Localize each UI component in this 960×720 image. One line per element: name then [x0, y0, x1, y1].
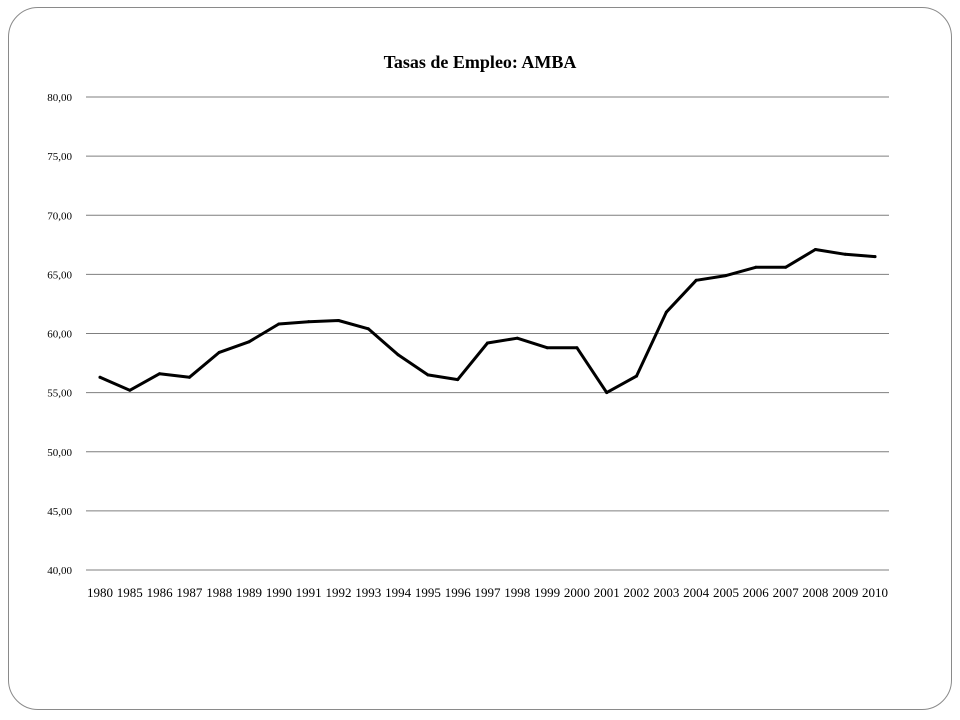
y-tick-label: 40,00: [47, 565, 72, 577]
data-point: [694, 278, 698, 282]
x-tick-label: 1996: [445, 585, 472, 600]
data-point: [515, 336, 519, 340]
y-tick-label: 50,00: [47, 447, 72, 459]
data-point: [813, 248, 817, 252]
x-tick-label: 1995: [415, 585, 441, 600]
data-point: [128, 388, 132, 392]
y-tick-label: 65,00: [47, 269, 72, 281]
y-tick-label: 70,00: [47, 210, 72, 222]
data-point: [843, 252, 847, 256]
data-point: [456, 378, 460, 382]
x-tick-label: 1985: [117, 585, 143, 600]
x-tick-label: 1988: [206, 585, 232, 600]
data-point: [575, 346, 579, 350]
data-point: [396, 353, 400, 357]
x-tick-label: 1991: [296, 585, 322, 600]
y-tick-label: 60,00: [47, 329, 72, 341]
y-tick-label: 55,00: [47, 388, 72, 400]
data-point: [635, 374, 639, 378]
data-point: [98, 375, 102, 379]
x-tick-label: 1992: [325, 585, 351, 600]
x-tick-label: 1987: [176, 585, 203, 600]
x-tick-label: 2003: [653, 585, 679, 600]
data-point: [605, 391, 609, 395]
x-tick-label: 1980: [87, 585, 113, 600]
x-tick-label: 2010: [862, 585, 888, 600]
x-tick-label: 2004: [683, 585, 710, 600]
x-tick-label: 1990: [266, 585, 292, 600]
data-point: [247, 340, 251, 344]
data-point: [187, 375, 191, 379]
data-point: [217, 350, 221, 354]
x-tick-label: 2005: [713, 585, 739, 600]
data-point: [545, 346, 549, 350]
data-point: [664, 310, 668, 314]
y-tick-label: 80,00: [47, 92, 72, 104]
x-tick-label: 2000: [564, 585, 590, 600]
x-tick-label: 1999: [534, 585, 560, 600]
data-point: [486, 341, 489, 345]
x-tick-label: 2002: [624, 585, 650, 600]
x-tick-label: 1994: [385, 585, 412, 600]
data-point: [426, 373, 430, 377]
data-point: [784, 265, 788, 269]
y-tick-label: 45,00: [47, 506, 72, 518]
data-point: [366, 327, 370, 331]
data-point: [158, 372, 162, 376]
series-line: [98, 248, 877, 395]
x-tick-label: 1998: [504, 585, 530, 600]
data-point: [336, 318, 340, 322]
x-tick-label: 1997: [475, 585, 502, 600]
x-tick-label: 2006: [743, 585, 770, 600]
x-tick-label: 2008: [802, 585, 828, 600]
x-tick-label: 2001: [594, 585, 620, 600]
slide-frame: [8, 7, 952, 710]
data-point: [307, 320, 311, 324]
chart-title: Tasas de Empleo: AMBA: [383, 52, 577, 72]
y-tick-label: 75,00: [47, 151, 72, 163]
data-point: [277, 322, 281, 326]
data-point: [873, 255, 877, 259]
x-tick-label: 2007: [773, 585, 800, 600]
x-tick-label: 1993: [355, 585, 381, 600]
x-tick-label: 1986: [147, 585, 174, 600]
x-tick-label: 1989: [236, 585, 262, 600]
data-point: [754, 265, 758, 269]
data-point: [724, 274, 728, 278]
x-tick-label: 2009: [832, 585, 858, 600]
